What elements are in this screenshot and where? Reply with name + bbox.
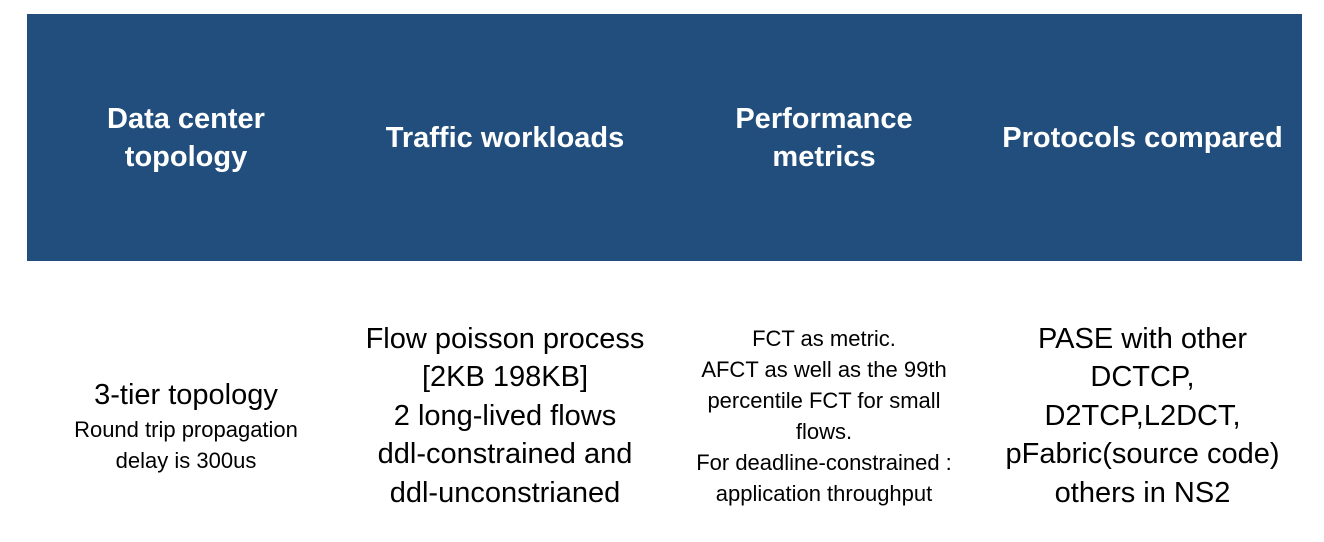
header-data-center-topology: Data center topology (27, 14, 345, 261)
body-line: ddl-constrained and (377, 438, 633, 471)
body-performance-metrics: FCT as metric. AFCT as well as the 99th … (665, 318, 983, 514)
body-line: AFCT as well as the 99th (701, 357, 947, 382)
body-line: application throughput (715, 481, 933, 506)
body-line: PASE with other (1037, 322, 1247, 355)
body-line: delay is 300us (115, 448, 257, 474)
header-traffic-workloads: Traffic workloads (345, 14, 665, 261)
header-line: Traffic workloads (385, 121, 625, 154)
header-line: Protocols compared (1002, 121, 1283, 154)
body-line: percentile FCT for small (707, 388, 941, 413)
body-line: DCTCP, (1090, 361, 1195, 394)
body-line: Round trip propagation (74, 417, 298, 443)
body-line: For deadline-constrained : (696, 450, 952, 475)
body-line: flows. (795, 419, 853, 444)
body-line: [2KB 198KB] (421, 361, 589, 394)
body-line: others in NS2 (1054, 476, 1231, 509)
body-line: D2TCP,L2DCT, (1044, 399, 1241, 432)
header-performance-metrics: Performance metrics (665, 14, 983, 261)
header-band: Data center topology Traffic workloads P… (27, 14, 1302, 261)
body-line: pFabric(source code) (1005, 438, 1280, 471)
body-data-center-topology: 3-tier topology Round trip propagation d… (27, 318, 345, 534)
body-protocols-compared: PASE with other DCTCP, D2TCP,L2DCT, pFab… (983, 318, 1302, 514)
body-line: 2 long-lived flows (393, 399, 617, 432)
body-line: FCT as metric. (752, 326, 896, 351)
body-line: ddl-unconstrianed (389, 476, 621, 509)
header-line: topology (124, 140, 248, 173)
body-line: 3-tier topology (94, 378, 278, 411)
header-line: metrics (772, 140, 876, 173)
header-line: Data center (107, 102, 265, 135)
body-traffic-workloads: Flow poisson process [2KB 198KB] 2 long-… (345, 318, 665, 514)
header-protocols-compared: Protocols compared (983, 14, 1302, 261)
body-line: Flow poisson process (365, 322, 645, 355)
header-line: Performance (735, 102, 913, 135)
